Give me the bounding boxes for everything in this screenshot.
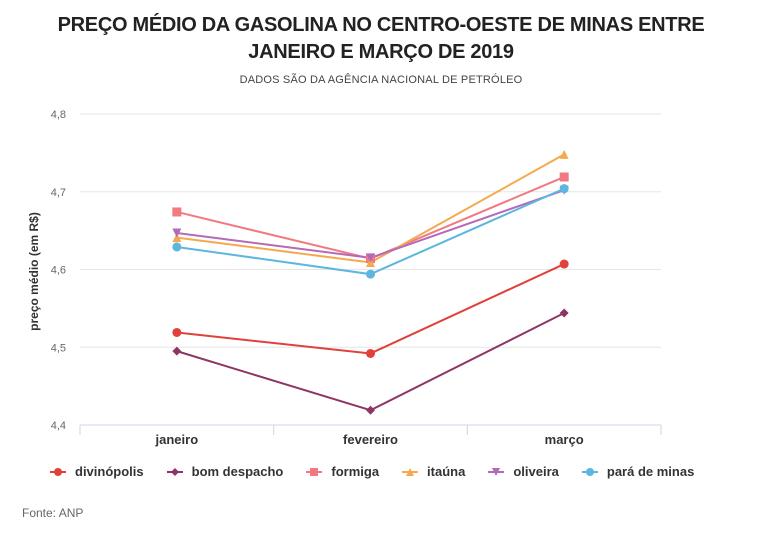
chart-title-line2: JANEIRO E MARÇO DE 2019 [248,41,514,63]
chart-legend: divinópolis bom despacho formiga itaúna oliv… [50,464,717,479]
data-point [172,346,182,356]
series-line [176,189,565,259]
chart-title-line1: PREÇO MÉDIO DA GASOLINA NO CENTRO-OESTE … [57,14,705,36]
legend-item[interactable]: formiga [306,464,379,479]
legend-marker-icon [166,467,183,476]
legend-label: oliveira [513,464,559,479]
data-point [559,184,569,194]
y-tick-label: 4,4 [51,420,66,432]
legend-item[interactable]: itaúna [402,464,465,479]
legend-label: formiga [331,464,380,479]
data-point [172,242,182,252]
legend-marker-icon [488,467,505,476]
series-line [176,153,565,264]
legend-label: bom despacho [191,464,284,479]
data-point [559,308,569,318]
data-point [366,258,375,268]
x-tick-label: janeiro [155,432,199,447]
legend-label: pará de minas [606,464,695,479]
y-tick-label: 4,8 [51,109,66,121]
data-point [559,259,569,269]
source-note: Fonte: ANP [22,506,84,520]
legend-item[interactable]: oliveira [488,464,559,479]
y-tick-label: 4,5 [51,342,66,354]
legend-label: itaúna [427,464,466,479]
data-point [366,253,375,263]
line-chart: 4,4 4,5 4,6 4,7 4,8 janeiro fevereiro março preç… [27,109,662,447]
legend-label: divinópolis [75,464,144,479]
data-point [172,228,182,238]
legend-marker-icon [581,467,598,476]
series-line [176,176,565,260]
legend-marker-icon [306,467,323,476]
legend-item[interactable]: divinópolis [50,464,144,479]
legend-item[interactable]: pará de minas [581,464,695,479]
data-point [366,269,375,279]
data-point [172,233,182,243]
chart-title: PREÇO MÉDIO DA GASOLINA NO CENTRO-OESTE … [0,12,762,66]
data-point [559,172,569,182]
y-axis-label: preço médio (em R$) [27,212,41,331]
series-line [176,312,565,412]
data-point [366,405,375,415]
data-point [559,149,569,159]
data-point [172,327,182,337]
legend-marker-icon [50,467,66,476]
x-tick-label: março [545,432,584,447]
data-point [366,348,375,358]
x-tick-label: fevereiro [343,432,398,447]
legend-marker-icon [402,467,419,476]
chart-subtitle: DADOS SÃO DA AGÊNCIA NACIONAL DE PETRÓLE… [239,74,523,86]
legend-item[interactable]: bom despacho [166,464,284,479]
y-tick-label: 4,7 [51,187,66,199]
y-tick-label: 4,6 [51,265,66,277]
data-point [172,207,182,217]
